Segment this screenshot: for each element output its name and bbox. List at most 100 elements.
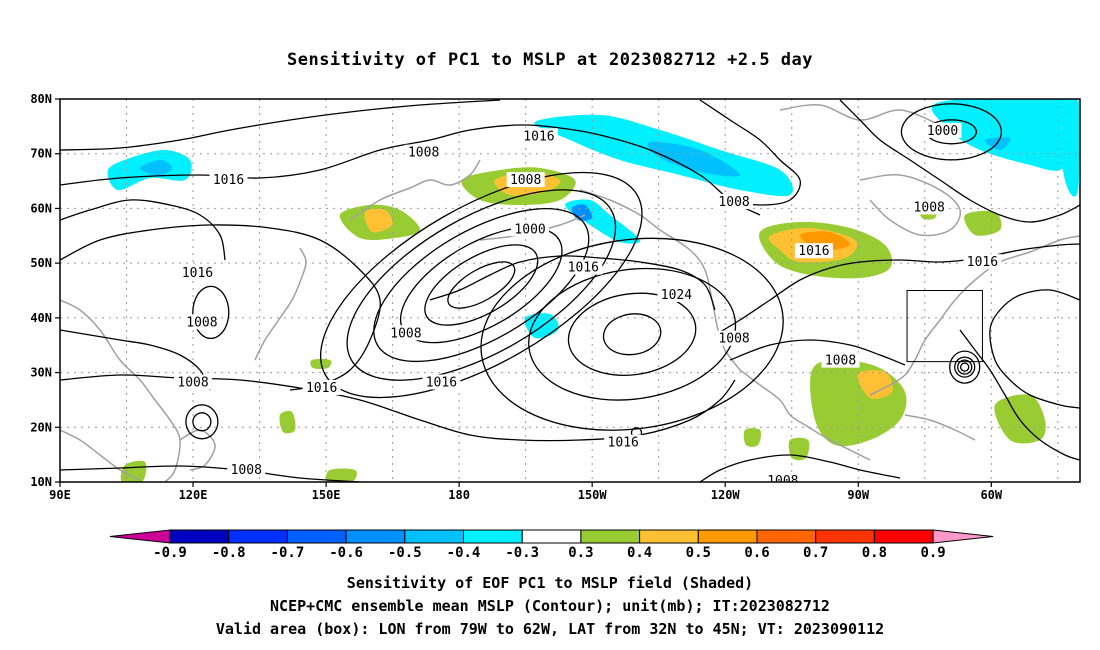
contour-label: 1008: [186, 315, 217, 330]
contour-label: 1016: [523, 129, 554, 144]
isobar: [346, 189, 617, 381]
contour-label: 1008: [408, 146, 439, 161]
colorbar-label: 0.8: [862, 545, 887, 561]
colorbar-swatch: [286, 529, 347, 544]
colorbar-swatch: [345, 529, 406, 544]
lat-lon-grid: [60, 99, 1080, 482]
contour-label: 1016: [182, 266, 213, 281]
colorbar-label: -0.6: [329, 545, 363, 561]
lat-label: 10N: [30, 475, 52, 489]
shading-area: [647, 141, 740, 177]
caption-valid-area: Valid area (box): LON from 79W to 62W, L…: [215, 620, 885, 638]
coastline: [904, 414, 976, 441]
isobar: [60, 99, 501, 151]
shading-area: [1054, 99, 1080, 197]
isobar: [957, 359, 973, 375]
contour-label: 1008: [825, 354, 856, 369]
shading-area: [364, 208, 393, 233]
colorbar-label: -0.7: [271, 545, 305, 561]
isobar: [699, 454, 901, 482]
colorbar-label: 0.7: [803, 545, 828, 561]
isobar: [567, 292, 697, 376]
colorbar-swatch: [169, 529, 230, 544]
colorbar-arrow-left: [109, 529, 171, 544]
mslp-contours: [60, 99, 1080, 482]
contour-labels: 1016 1008 1016 1008 1000 1008 1000 1008 1016 1016…: [174, 122, 1002, 489]
lon-label: 150W: [578, 488, 608, 502]
colorbar: -0.9 -0.8 -0.7 -0.6 -0.5 -0.4 -0.3 0.3 0.4 0.5 0.6…: [109, 529, 994, 561]
isobar: [949, 350, 981, 384]
isobar: [424, 244, 539, 326]
contour-label-bg: [511, 221, 550, 237]
map-title: Sensitivity of PC1 to MSLP at 2023082712…: [286, 50, 813, 70]
isobar: [192, 412, 212, 432]
contour-label-bg: [657, 286, 696, 302]
coastlines: [60, 103, 1080, 482]
colorbar-swatch: [580, 529, 641, 544]
colorbar-label: 0.6: [744, 545, 769, 561]
lon-label: 120E: [179, 488, 208, 502]
shading-area: [857, 370, 893, 399]
contour-label: 1016: [568, 261, 599, 276]
colorbar-label: 0.9: [920, 545, 945, 561]
lat-label: 40N: [30, 311, 52, 325]
colorbar-swatch: [639, 529, 699, 544]
colorbar-swatch: [463, 529, 523, 544]
contour-label: 1008: [231, 463, 262, 478]
lat-label: 70N: [30, 147, 52, 161]
contour-label: 1008: [177, 376, 208, 391]
colorbar-label: -0.3: [505, 545, 539, 561]
contour-label-bg: [715, 193, 754, 209]
shading-area: [120, 460, 147, 482]
isobar: [185, 404, 219, 440]
coastline: [869, 235, 1080, 396]
colorbar-label: 0.3: [568, 545, 593, 561]
isobar: [192, 285, 230, 340]
contour-label-bg: [174, 374, 213, 390]
contour-label: 1008: [914, 200, 945, 215]
colorbar-swatch: [756, 529, 817, 544]
shading-area: [279, 410, 296, 434]
coastline: [779, 103, 941, 126]
contour-label: 1016: [306, 381, 337, 396]
isobar: [60, 199, 226, 261]
contour-label-bg: [178, 265, 217, 281]
contour-label: 1008: [510, 173, 541, 188]
lat-label: 60N: [30, 201, 52, 215]
lon-label: 90W: [847, 488, 869, 502]
isobar: [959, 329, 1080, 461]
isobar: [373, 208, 590, 363]
lat-label: 20N: [30, 420, 52, 434]
colorbar-label: -0.9: [153, 545, 187, 561]
contour-label-bg: [404, 144, 443, 160]
contour-label: 1008: [767, 474, 798, 489]
isobar: [699, 99, 801, 206]
contour-label: 1000: [514, 222, 545, 237]
colorbar-arrow-right: [932, 529, 994, 544]
coastline: [739, 369, 871, 461]
contour-label: 1008: [390, 326, 421, 341]
contour-label-bg: [386, 325, 425, 341]
lat-label: 50N: [30, 256, 52, 270]
contour-label: 1016: [608, 436, 639, 451]
lon-label: 120W: [711, 488, 741, 502]
colorbar-swatch: [873, 529, 934, 544]
contour-label-bg: [923, 122, 962, 138]
contour-label-bg: [794, 243, 833, 259]
contour-label: 1024: [661, 288, 692, 303]
contour-label: 1000: [927, 124, 958, 139]
colorbar-label: 0.4: [627, 545, 652, 561]
contour-label-bg: [821, 352, 860, 368]
lon-label: 180: [448, 488, 470, 502]
isobar: [954, 356, 976, 378]
contour-label: 1016: [967, 255, 998, 270]
coastline: [60, 299, 181, 482]
isobar: [429, 255, 716, 311]
shading-area: [964, 210, 1002, 236]
contour-label-bg: [302, 379, 341, 395]
coastline: [179, 429, 216, 471]
contour-label: 1008: [718, 332, 749, 347]
colorbar-label: -0.8: [212, 545, 246, 561]
